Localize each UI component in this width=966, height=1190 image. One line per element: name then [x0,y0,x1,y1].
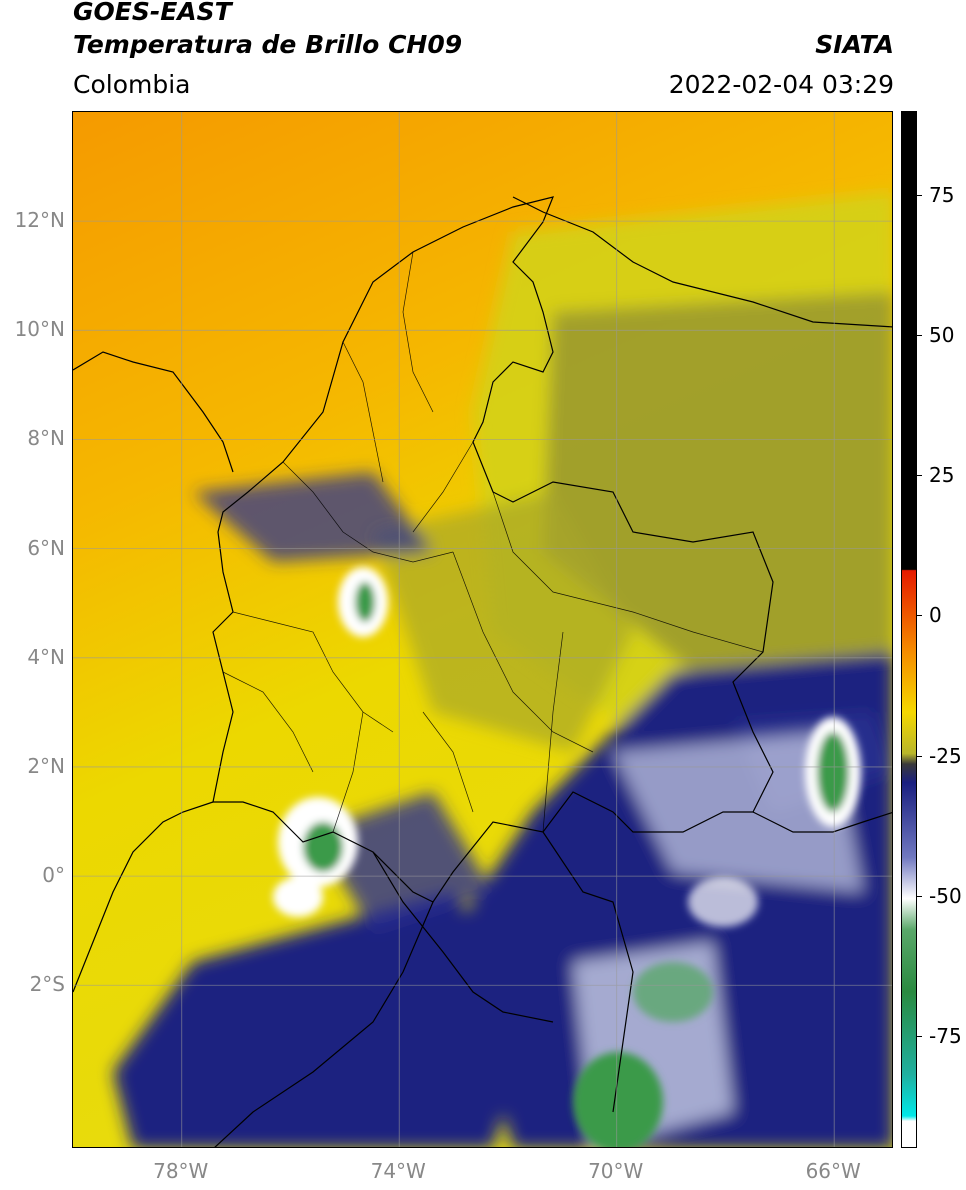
colorbar-tick-mark [917,475,922,477]
lat-tick-label: 8°N [27,426,65,451]
lon-tick-label: 74°W [370,1159,426,1183]
colorbar-tick-label: -50 [929,883,962,908]
lat-tick-label: 12°N [14,208,65,233]
colorbar [901,111,917,1148]
cold-cloud-tops [273,567,861,1147]
colorbar-tick-label: 75 [929,183,955,208]
colorbar-tick-label: -75 [929,1023,962,1048]
lon-tick-label: 70°W [588,1159,644,1183]
region-label: Colombia [73,70,191,99]
satellite-title: GOES-EAST [73,0,232,26]
lat-tick-label: 2°S [29,972,65,997]
colorbar-tick-mark [917,1035,922,1037]
colorbar-tick-mark [917,615,922,617]
datetime-label: 2022-02-04 03:29 [668,70,894,99]
lat-tick-label: 2°N [27,753,65,778]
agency-label: SIATA [815,30,894,59]
lat-tick-label: 6°N [27,535,65,560]
lat-tick-label: 4°N [27,644,65,669]
department-borders [222,251,764,833]
satellite-map[interactable] [72,111,893,1148]
colorbar-tick-mark [917,755,922,757]
product-title: Temperatura de Brillo CH09 [73,30,463,59]
graticule [73,112,892,1147]
colorbar-tick-label: -25 [929,743,962,768]
colorbar-tick-mark [917,195,922,197]
lat-tick-label: 10°N [14,317,65,342]
cloud-field [113,192,892,1147]
colorbar-tick-label: 50 [929,323,955,348]
lon-tick-label: 66°W [805,1159,861,1183]
map-canvas [73,112,892,1147]
lat-tick-label: 0° [42,863,65,888]
lon-tick-label: 78°W [153,1159,209,1183]
colorbar-gradient [902,112,916,1147]
colorbar-tick-label: 25 [929,463,955,488]
colorbar-tick-mark [917,335,922,337]
colorbar-tick-mark [917,895,922,897]
colorbar-tick-label: 0 [929,603,942,628]
